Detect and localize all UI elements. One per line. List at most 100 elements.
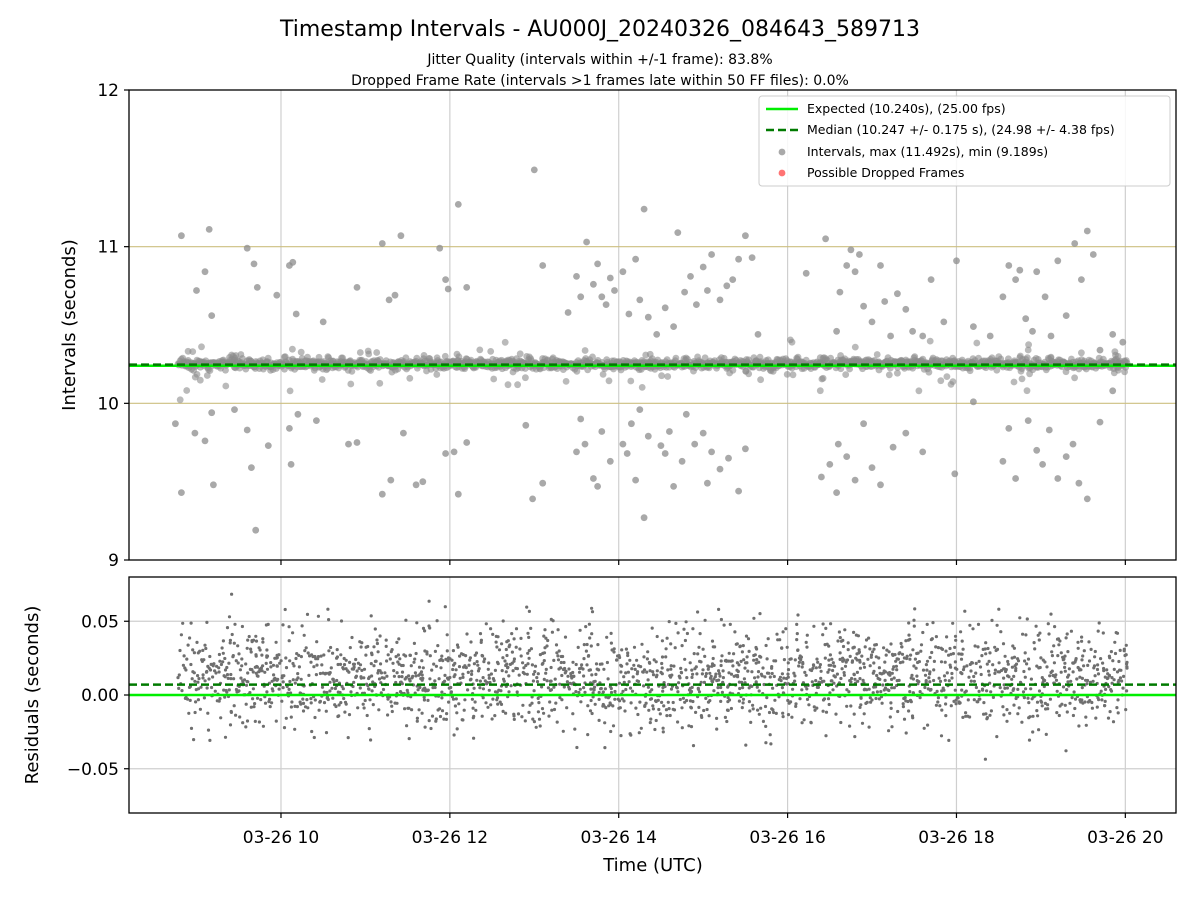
- residual-point: [953, 666, 958, 670]
- residual-point: [287, 687, 291, 692]
- residual-point: [622, 675, 626, 679]
- residual-point: [762, 682, 766, 687]
- interval-point-outlier: [868, 464, 876, 471]
- residual-point: [584, 625, 588, 629]
- residual-point: [624, 687, 628, 692]
- residual-point: [939, 734, 944, 738]
- residual-point: [765, 657, 769, 661]
- bottom-x-ticks: 03-26 10 03-26 12 03-26 14 03-26 16 03-26 18…: [243, 813, 1164, 848]
- residual-point: [690, 668, 694, 672]
- residual-point: [609, 631, 613, 636]
- residual-point: [281, 680, 285, 684]
- residual-point: [717, 671, 721, 676]
- residual-point: [908, 690, 912, 694]
- residual-point: [252, 638, 256, 642]
- residual-point: [942, 674, 947, 678]
- residual-point: [543, 628, 547, 632]
- residual-point: [471, 716, 475, 720]
- residual-point: [307, 673, 311, 678]
- residual-point: [602, 667, 606, 671]
- residual-point: [318, 671, 322, 676]
- residual-point: [894, 664, 899, 668]
- residual-point: [740, 650, 745, 654]
- residual-point: [774, 711, 778, 716]
- residual-point: [1002, 713, 1006, 717]
- residual-point: [1088, 680, 1092, 685]
- residual-point: [223, 668, 228, 672]
- residual-point: [1096, 672, 1101, 676]
- residual-point: [692, 652, 696, 656]
- residual-point: [651, 704, 655, 708]
- residual-point: [619, 670, 623, 674]
- residual-point: [889, 701, 893, 705]
- residual-point: [188, 636, 192, 640]
- residual-point: [671, 700, 675, 705]
- interval-point-outlier: [564, 309, 572, 316]
- residual-point: [475, 660, 479, 664]
- residual-point: [1058, 704, 1062, 708]
- residual-point: [855, 658, 859, 662]
- residual-point: [244, 662, 248, 666]
- residual-point: [240, 657, 244, 661]
- residual-point: [1012, 646, 1017, 650]
- residual-point: [306, 706, 310, 710]
- residual-point: [643, 703, 647, 708]
- residual-point: [936, 696, 941, 700]
- residual-point: [272, 678, 276, 682]
- residual-point: [621, 689, 625, 693]
- residual-point: [1118, 648, 1122, 653]
- residual-point: [326, 697, 330, 702]
- residual-point: [869, 653, 874, 657]
- interval-point: [229, 352, 237, 360]
- residual-point: [407, 737, 411, 741]
- interval-point-outlier: [1096, 346, 1104, 354]
- residual-point: [591, 687, 596, 691]
- residual-point: [184, 668, 188, 672]
- residual-point: [223, 656, 227, 661]
- residual-point: [915, 679, 919, 683]
- residual-point: [496, 662, 500, 666]
- residual-point: [657, 707, 661, 712]
- residual-point: [620, 648, 624, 652]
- residual-point: [709, 674, 713, 678]
- residual-point: [1083, 700, 1087, 704]
- residual-point: [911, 677, 916, 681]
- residual-point: [867, 636, 871, 640]
- residual-point: [257, 720, 261, 724]
- residual-point: [797, 660, 802, 665]
- residual-point: [584, 649, 589, 653]
- residual-point: [332, 680, 336, 684]
- interval-point-outlier: [378, 240, 386, 247]
- residual-point: [694, 665, 698, 669]
- residual-point: [987, 659, 991, 664]
- residual-point: [540, 685, 544, 689]
- interval-point-outlier: [729, 276, 737, 283]
- residual-point: [1054, 673, 1058, 677]
- residual-point: [189, 662, 193, 667]
- residual-point: [1077, 724, 1081, 728]
- residual-point: [322, 701, 327, 705]
- residual-point: [451, 697, 456, 701]
- residual-point: [1085, 678, 1090, 683]
- residual-point: [988, 651, 992, 655]
- interval-point-outlier: [1045, 426, 1053, 434]
- residual-point: [764, 724, 768, 729]
- residual-point: [623, 709, 627, 713]
- residual-point: [1027, 701, 1031, 705]
- residual-point: [678, 676, 682, 680]
- residual-point: [438, 707, 442, 711]
- residual-point: [824, 710, 829, 714]
- interval-point-outlier: [1119, 338, 1127, 346]
- residual-point: [205, 669, 209, 674]
- residual-point: [1113, 651, 1118, 656]
- residual-point: [348, 646, 352, 650]
- residual-point: [500, 669, 504, 673]
- residual-point: [453, 704, 457, 708]
- residual-point: [521, 661, 525, 665]
- interval-point: [993, 366, 1001, 374]
- residual-point: [492, 679, 496, 683]
- residual-point: [597, 697, 601, 702]
- residual-point: [654, 660, 658, 664]
- residual-point: [906, 638, 911, 642]
- residual-point: [196, 687, 201, 691]
